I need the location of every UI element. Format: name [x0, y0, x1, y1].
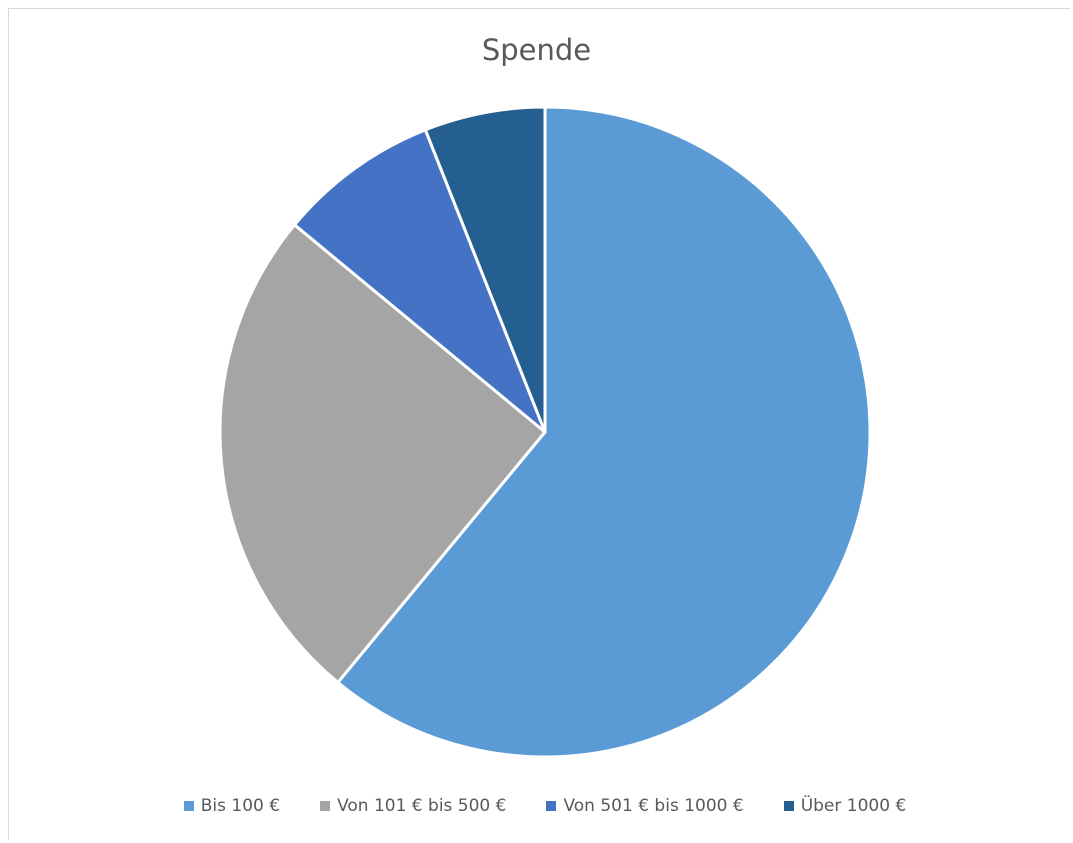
- legend-item-4: Über 1000 €: [783, 796, 907, 816]
- legend-item-1: Bis 100 €: [183, 796, 281, 816]
- legend-swatch: [320, 801, 331, 811]
- legend-swatch: [783, 801, 794, 811]
- legend-swatch: [183, 801, 194, 811]
- legend-label: Über 1000 €: [800, 796, 907, 816]
- pie-slice-3: [293, 128, 547, 434]
- legend-swatch: [546, 801, 557, 811]
- legend-label: Von 501 € bis 1000 €: [563, 796, 744, 816]
- legend-item-3: Von 501 € bis 1000 €: [546, 796, 744, 816]
- legend-label: Bis 100 €: [200, 796, 281, 816]
- pie-slice-1: [336, 105, 872, 759]
- chart-title: Spende: [481, 33, 592, 67]
- legend-item-2: Von 101 € bis 500 €: [320, 796, 506, 816]
- legend-label: Von 101 € bis 500 €: [337, 796, 507, 816]
- pie-slice-4: [423, 105, 547, 434]
- chart-legend: Bis 100 € Von 101 € bis 500 € Von 501 € bi…: [0, 796, 1073, 816]
- pie-slice-2: [218, 223, 547, 684]
